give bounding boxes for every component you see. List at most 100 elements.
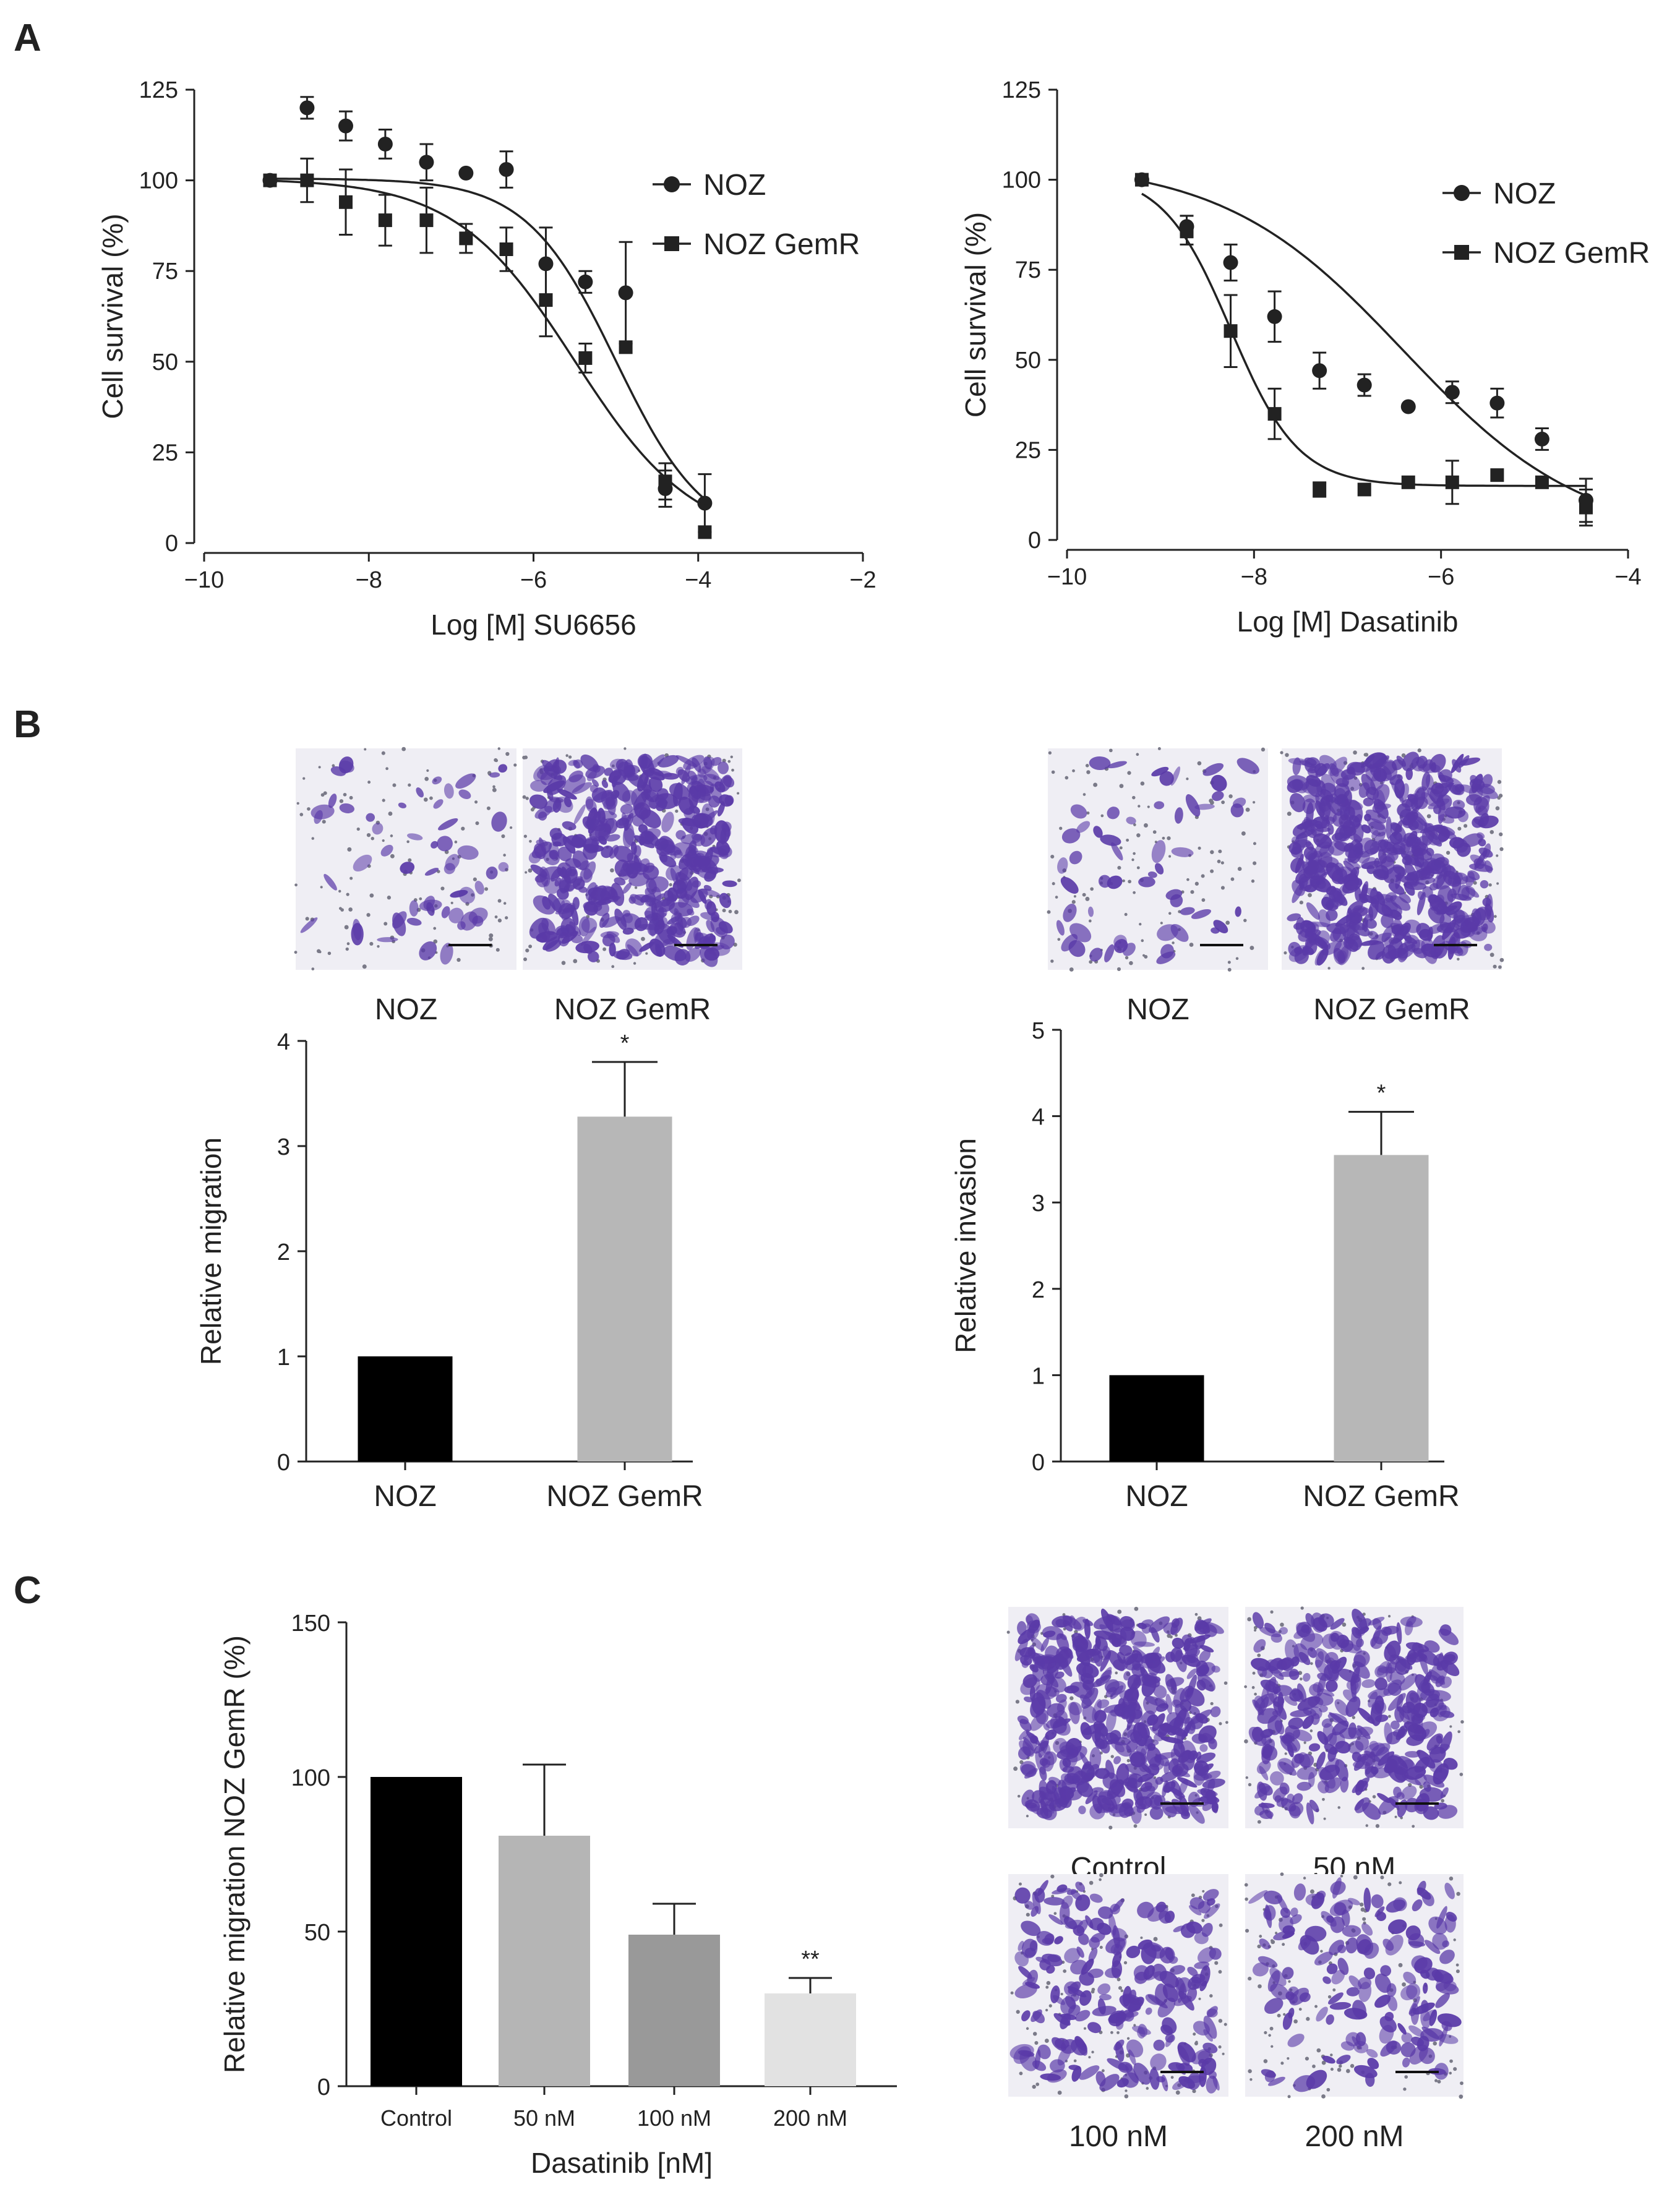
stained-cell [1163,1622,1178,1635]
stained-cell [1399,1673,1418,1691]
pore [392,783,396,787]
pore [401,747,406,751]
data-point-noz-gemr [578,351,593,365]
pore [1245,807,1250,812]
stained-cell [1166,1712,1182,1727]
stained-cell [601,779,609,789]
pore [433,939,438,944]
stained-cell [689,786,701,800]
pore [1449,1725,1452,1728]
stained-cell [1142,1695,1158,1714]
stained-cell [1105,1760,1115,1779]
x-tick-label: −10 [1047,564,1087,590]
pore [323,791,327,795]
stained-cell [1021,1920,1041,1937]
data-point-noz [1534,431,1549,447]
stained-cell [1378,839,1398,855]
data-point-noz-gemr [1134,173,1149,187]
data-point-noz-gemr [1445,475,1459,489]
pore [1288,1980,1291,1983]
pore [1489,830,1494,834]
data-point-noz-gemr [263,173,277,187]
stained-cell [1424,1940,1441,1954]
pore [645,952,648,955]
stained-cell [1405,1751,1420,1758]
pore [509,826,513,829]
data-point-noz-gemr [300,173,314,187]
stained-cell [1368,821,1387,837]
stained-cell [585,882,598,901]
pore [338,907,342,910]
data-point-noz-gemr [1224,324,1238,338]
stained-cell [1175,1767,1181,1777]
pore [1026,2027,1029,2031]
stained-cell [1334,1699,1349,1716]
stained-cell [1153,1685,1167,1698]
micrograph-noz [1047,747,1268,972]
stained-cell [1137,1773,1155,1783]
stained-cell [620,803,633,815]
pore [346,942,350,946]
stained-cell [1309,1799,1319,1813]
pore [1142,954,1146,957]
stained-cell [561,931,578,944]
stained-cell [718,761,729,774]
pore [529,839,532,843]
stained-cell [1044,1897,1065,1906]
stained-cell [1361,1679,1376,1689]
pore [377,944,380,948]
pore [505,751,510,756]
stained-cell [377,937,398,943]
pore [1285,753,1289,757]
stained-cell [1014,1951,1029,1967]
pore [525,948,529,952]
pore [1006,1630,1010,1634]
pore [1071,900,1076,904]
pore [1136,866,1140,870]
pore [1059,826,1063,830]
stained-cell [1321,801,1337,823]
stained-cell [1171,847,1194,857]
stained-cell [1061,934,1078,952]
pore [456,957,461,962]
stained-cell [1264,1905,1276,1921]
stained-cell [1202,1778,1225,1789]
stained-cell [1198,2050,1212,2065]
stained-cell [1267,2076,1285,2086]
data-point-noz-gemr [1490,468,1504,482]
stained-cell [622,790,638,805]
pore [1128,880,1131,884]
stained-cell [1279,1782,1290,1795]
stained-cell [1290,1907,1298,1917]
pore [1221,800,1225,805]
stained-cell [1416,1880,1426,1896]
pore [1459,2094,1464,2099]
stained-cell [1172,2079,1189,2091]
stained-cell [1322,892,1336,909]
pore [1243,918,1247,922]
pore [1035,2082,1040,2086]
stained-cell [1137,1739,1159,1747]
stained-cell [1355,1779,1365,1796]
pore [1403,2087,1407,2091]
stained-cell [562,836,576,854]
stained-cell [1329,763,1339,777]
stained-cell [1164,1761,1170,1774]
stained-cell [1021,1764,1037,1778]
stained-cell [1361,1923,1373,1936]
stained-cell [486,867,498,880]
stained-cell [1125,1763,1149,1776]
stained-cell [1185,794,1201,817]
stained-cell [1257,1781,1267,1801]
stained-cell [1062,1615,1082,1630]
stained-cell [722,823,731,837]
stained-cell [1264,2070,1275,2082]
stained-cell [1194,1760,1209,1776]
pore [675,809,679,813]
stained-cell [1412,1713,1424,1724]
x-axis-title: Log [M] SU6656 [431,609,636,641]
stained-cell [1329,2001,1352,2010]
stained-cell [1280,1907,1291,1918]
stained-cell [1074,2036,1087,2051]
stained-cell [1068,1744,1079,1757]
